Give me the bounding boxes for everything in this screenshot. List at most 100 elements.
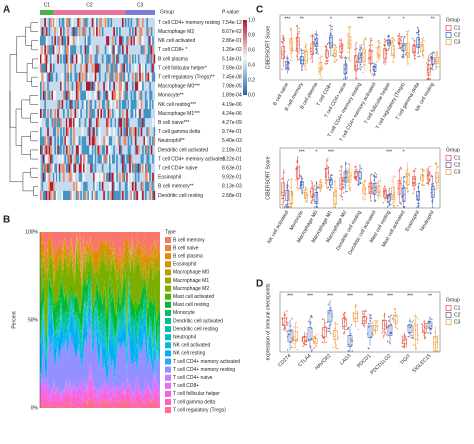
heatmap-cell — [98, 63, 101, 73]
jitter-point — [335, 45, 337, 47]
heatmap-cell — [61, 154, 64, 164]
heatmap-cell — [67, 18, 69, 28]
heatmap-cell — [121, 190, 124, 200]
jitter-point — [426, 170, 428, 172]
jitter-point — [291, 59, 294, 62]
jitter-point — [434, 54, 437, 56]
heatmap-cell — [93, 127, 95, 137]
heatmap-cell — [106, 145, 108, 155]
legend-swatch — [165, 374, 171, 381]
jitter-point — [335, 187, 338, 189]
legend-label: T cell CD4+ memory activated — [173, 359, 240, 365]
heatmap-cell — [146, 154, 149, 164]
heatmap-cell — [119, 81, 121, 91]
heatmap-cell — [64, 72, 67, 82]
heatmap-cell — [44, 190, 46, 200]
heatmap-cell — [94, 154, 97, 164]
heatmap-cell — [121, 36, 124, 46]
jitter-point — [343, 78, 345, 80]
jitter-point — [324, 325, 326, 327]
box — [391, 186, 395, 201]
row-label: Macrophage M0*** — [158, 84, 200, 90]
jitter-point — [321, 341, 324, 344]
heatmap-cell — [134, 63, 137, 73]
box — [372, 183, 377, 195]
heatmap-cell — [114, 45, 117, 55]
heatmap-cell — [57, 127, 59, 137]
heatmap-cell — [98, 154, 101, 164]
heatmap-cell — [94, 54, 97, 64]
heatmap-cell — [86, 54, 88, 64]
jitter-point — [391, 40, 393, 42]
legend-swatch — [165, 350, 171, 357]
heatmap-cell — [110, 99, 113, 109]
heatmap-cell — [50, 154, 52, 164]
jitter-point — [430, 56, 433, 58]
jitter-point — [361, 181, 364, 184]
jitter-point — [354, 48, 356, 51]
heatmap-cell — [97, 118, 100, 128]
jitter-point — [435, 162, 437, 164]
row-label: T cell gamma delta — [158, 129, 200, 135]
box — [373, 325, 378, 331]
heatmap-cell — [74, 99, 77, 109]
heatmap-cell — [97, 63, 100, 73]
heatmap-cell — [109, 136, 111, 146]
jitter-point — [310, 56, 313, 58]
heatmap-cell — [110, 136, 113, 146]
heatmap-cell — [143, 109, 146, 119]
jitter-point — [374, 199, 377, 202]
jitter-point — [372, 62, 374, 65]
heatmap-cell — [50, 136, 52, 146]
heatmap-cell — [113, 181, 115, 191]
heatmap-cell — [74, 154, 77, 164]
x-tick-label: NK cell activated — [266, 209, 290, 244]
heatmap-cell — [117, 190, 120, 200]
heatmap-cell — [84, 36, 87, 46]
jitter-point — [368, 322, 370, 325]
jitter-point — [426, 168, 428, 170]
heatmap-cell — [106, 54, 108, 64]
heatmap-cell — [117, 63, 120, 73]
heatmap-cell — [126, 109, 128, 119]
heatmap-cell — [83, 190, 85, 200]
jitter-point — [398, 42, 400, 44]
jitter-point — [391, 317, 394, 320]
heatmap-cell — [73, 90, 75, 100]
box — [347, 171, 352, 183]
jitter-point — [309, 58, 312, 60]
heatmap-cell — [70, 45, 72, 55]
significance: *** — [327, 293, 333, 299]
jitter-point — [387, 36, 389, 38]
legend-label: C1 — [454, 305, 461, 311]
jitter-point — [313, 341, 316, 343]
legend-swatch — [445, 162, 452, 168]
heatmap-cell — [146, 18, 149, 28]
heatmap-cell — [87, 145, 90, 155]
heatmap-cell — [67, 63, 69, 73]
heatmap-cell — [96, 127, 98, 137]
p-value: 9.92e-01 — [222, 175, 242, 181]
jitter-point — [327, 166, 329, 168]
heatmap-cell — [54, 45, 57, 55]
heatmap-cell — [68, 90, 71, 100]
heatmap-cell — [120, 118, 123, 128]
jitter-point — [342, 56, 344, 59]
heatmap-cell — [121, 172, 124, 182]
row-label: Dendritic cell activated — [158, 147, 208, 153]
heatmap-cell — [144, 136, 147, 146]
heatmap-cell — [83, 181, 85, 191]
jitter-point — [318, 73, 320, 76]
row-label: Dendritic cell resting — [158, 193, 203, 199]
jitter-point — [339, 38, 341, 40]
p-value: 8.67e-62 — [222, 29, 242, 35]
heatmap-cell — [144, 72, 147, 82]
heatmap-cell — [75, 54, 78, 64]
significance: *** — [357, 16, 363, 22]
jitter-point — [284, 200, 286, 202]
heatmap-cell — [41, 172, 44, 182]
jitter-point — [325, 60, 327, 63]
jitter-point — [349, 60, 352, 62]
heatmap-cell — [40, 127, 42, 137]
jitter-point — [335, 344, 338, 346]
